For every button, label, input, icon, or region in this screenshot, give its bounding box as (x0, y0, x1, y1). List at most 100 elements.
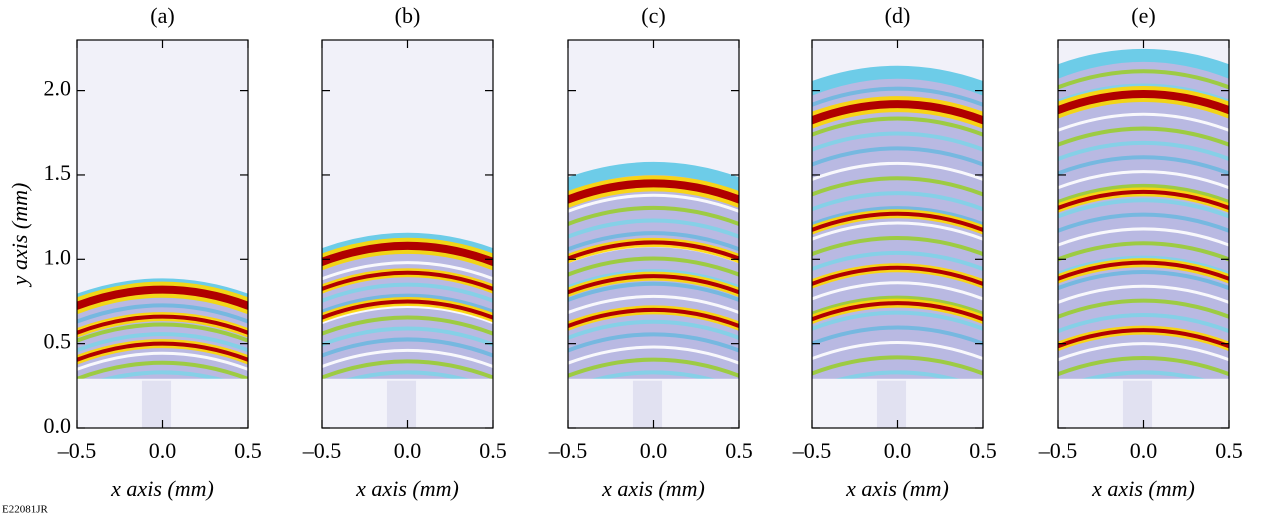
band (568, 218, 739, 239)
band (568, 307, 739, 329)
y-tick-label: 1.0 (44, 244, 72, 269)
photo (568, 40, 739, 428)
band (322, 337, 493, 358)
band (1058, 298, 1229, 319)
jet (876, 380, 907, 428)
band (812, 146, 983, 167)
band (1058, 312, 1229, 334)
band (568, 205, 739, 227)
x-tick-label: 0.5 (479, 438, 507, 463)
band (568, 193, 739, 213)
band (322, 359, 493, 380)
y-tick-label: 2.0 (44, 76, 72, 101)
band (1058, 227, 1229, 247)
band (322, 270, 493, 292)
band (568, 256, 739, 277)
band (812, 116, 983, 137)
panel-title: (a) (150, 3, 174, 28)
y-tick-label: 0.5 (44, 329, 72, 354)
band (1058, 255, 1229, 276)
x-tick-label: –0.5 (1038, 438, 1078, 463)
band (812, 161, 983, 182)
band (812, 295, 983, 316)
band (812, 211, 983, 233)
band (568, 294, 739, 315)
photo (1058, 40, 1229, 428)
band (568, 281, 739, 303)
y-axis-label: y axis (mm) (7, 183, 32, 288)
band (1058, 89, 1229, 115)
band (812, 250, 983, 272)
band (812, 86, 983, 107)
band (812, 355, 983, 376)
band (1058, 269, 1229, 291)
panel-title: (e) (1131, 3, 1155, 28)
band (812, 131, 983, 152)
band (1058, 212, 1229, 233)
band (77, 285, 248, 311)
x-tick-label: –0.5 (57, 438, 97, 463)
band (568, 332, 739, 353)
band (812, 176, 983, 197)
x-tick-label: 0.0 (394, 438, 422, 463)
x-axis-label: x axis (mm) (110, 476, 214, 501)
x-tick-label: 0.5 (969, 438, 997, 463)
panel-title: (c) (641, 3, 665, 28)
x-tick-label: 0.5 (1215, 438, 1243, 463)
band (568, 319, 739, 340)
band (1058, 140, 1229, 162)
band (812, 100, 983, 125)
band (77, 303, 248, 324)
band (1058, 112, 1229, 132)
y-tick-label: 0.0 (44, 413, 72, 438)
band (322, 293, 493, 314)
band (77, 360, 248, 382)
band (568, 240, 739, 261)
band (568, 345, 739, 365)
band (1058, 198, 1229, 219)
band (1058, 155, 1229, 176)
band (1058, 342, 1229, 362)
band (568, 161, 739, 204)
jet (632, 380, 663, 428)
footer: E22081JR (2, 504, 49, 516)
band (812, 301, 983, 322)
x-tick-label: 0.5 (725, 438, 753, 463)
band (568, 357, 739, 378)
band (1058, 69, 1229, 90)
band (1058, 83, 1229, 104)
band (322, 241, 493, 267)
x-axis-label: x axis (mm) (1091, 476, 1195, 501)
band (812, 325, 983, 346)
band (77, 341, 248, 362)
band (812, 235, 983, 257)
x-axis-label: x axis (mm) (601, 476, 705, 501)
x-axis-label: x axis (mm) (845, 476, 949, 501)
band (322, 305, 493, 325)
band (1058, 183, 1229, 205)
band (1058, 260, 1229, 281)
photo (812, 40, 983, 428)
jet (386, 380, 417, 428)
band (322, 326, 493, 347)
band (1058, 126, 1229, 147)
band (322, 282, 493, 303)
band (1058, 241, 1229, 262)
band (1058, 328, 1229, 349)
band (322, 261, 493, 281)
y-tick-label: 1.5 (44, 160, 72, 185)
band (77, 351, 248, 371)
band (812, 340, 983, 361)
x-tick-label: 0.0 (884, 438, 912, 463)
band (812, 206, 983, 227)
band (77, 322, 248, 343)
x-tick-label: 0.0 (640, 438, 668, 463)
band (812, 265, 983, 287)
band (77, 332, 248, 353)
x-tick-label: 0.0 (1130, 438, 1158, 463)
band (322, 299, 493, 320)
region (1058, 61, 1229, 381)
x-axis-label: x axis (mm) (355, 476, 459, 501)
band (77, 314, 248, 335)
band (568, 179, 739, 204)
